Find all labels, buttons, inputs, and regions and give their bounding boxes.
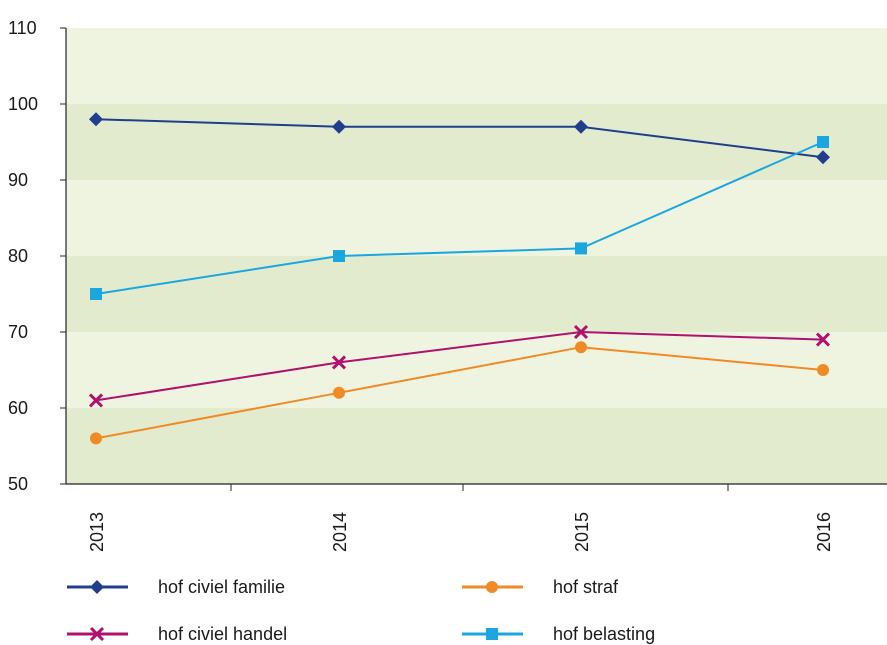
legend-marker [89, 626, 105, 642]
data-point [333, 250, 345, 262]
legend-label: hof belasting [553, 624, 655, 644]
y-tick-label: 50 [8, 474, 28, 494]
series-hof-civiel-handel [88, 324, 831, 408]
series-hof-civiel-familie [89, 112, 830, 165]
y-tick-label: 100 [8, 94, 38, 114]
data-point [817, 364, 829, 376]
legend: hof civiel familie hof straf hof civiel ha… [67, 577, 655, 644]
y-tick-label: 110 [8, 18, 37, 38]
y-axis-ticks: 50 60 70 80 90 100 110 [8, 18, 66, 494]
data-point [332, 119, 346, 134]
plot-background [66, 28, 887, 484]
data-point [90, 432, 102, 445]
series-line [95, 330, 824, 402]
x-tick-label: 2013 [87, 512, 107, 552]
data-point [575, 242, 587, 255]
series-hof-straf [90, 341, 829, 445]
data-point [575, 341, 587, 354]
legend-marker [486, 628, 498, 640]
legend-label: hof civiel familie [158, 577, 285, 597]
grid-band [66, 408, 887, 484]
data-point [331, 355, 347, 370]
grid-band [66, 28, 887, 104]
data-point [816, 150, 830, 165]
data-point [573, 324, 589, 340]
x-tick-label: 2016 [814, 512, 834, 552]
series-hof-belasting [90, 136, 829, 300]
data-point [815, 332, 831, 347]
legend-item: hof civiel familie [67, 577, 285, 597]
x-tick-label: 2015 [572, 512, 592, 552]
data-point [333, 386, 345, 399]
legend-marker [90, 580, 104, 594]
data-point [88, 393, 104, 408]
data-point [817, 136, 829, 148]
series-line [95, 346, 824, 440]
y-tick-label: 60 [8, 398, 28, 418]
y-tick-label: 80 [8, 246, 28, 266]
y-tick-label: 70 [8, 322, 28, 342]
y-tick-label: 90 [8, 170, 28, 190]
grid-band [66, 180, 887, 256]
data-point [89, 112, 103, 127]
data-point [574, 119, 588, 134]
grid-band [66, 256, 887, 332]
data-point [90, 288, 102, 300]
legend-label: hof civiel handel [158, 624, 287, 644]
legend-item: hof civiel handel [67, 624, 287, 644]
series-lines [88, 112, 831, 445]
legend-item: hof straf [462, 577, 619, 597]
grid-band [66, 332, 887, 408]
series-line [95, 118, 824, 159]
legend-label: hof straf [553, 577, 619, 597]
legend-item: hof belasting [462, 624, 655, 644]
x-axis-ticks: 2013 2014 2015 2016 [87, 484, 834, 552]
legend-marker [486, 581, 498, 593]
series-line [95, 141, 824, 295]
x-tick-label: 2014 [330, 512, 350, 552]
grid-band [66, 104, 887, 180]
